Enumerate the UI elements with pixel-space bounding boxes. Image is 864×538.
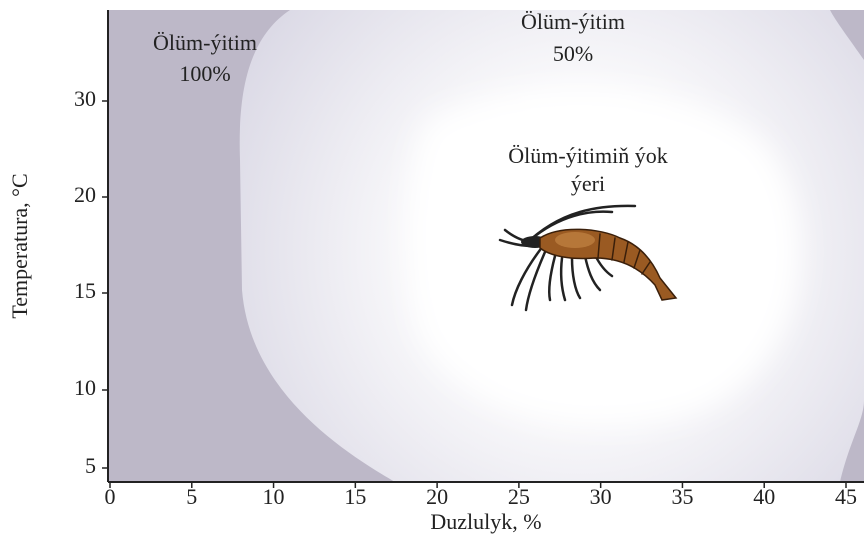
y-tick-label: 15 xyxy=(74,278,96,303)
x-tick-label: 45 xyxy=(835,484,857,509)
x-axis-label: Duzlulyk, % xyxy=(430,509,541,534)
x-tick-label: 15 xyxy=(344,484,366,509)
x-tick-label: 0 xyxy=(105,484,116,509)
region-label: ýeri xyxy=(571,171,605,196)
x-tick-label: 35 xyxy=(671,484,693,509)
region-label: Ölüm-ýitim xyxy=(521,9,625,34)
x-tick-label: 40 xyxy=(753,484,775,509)
x-tick-label: 10 xyxy=(263,484,285,509)
region-label: 100% xyxy=(179,61,230,86)
x-tick-label: 5 xyxy=(186,484,197,509)
chart: Duzlulyk, % Temperatura, °C Ölüm-ýitim 1… xyxy=(0,0,864,538)
x-tick-label: 30 xyxy=(590,484,612,509)
region-label: Ölüm-ýitimiň ýok xyxy=(508,143,668,168)
y-axis-label: Temperatura, °C xyxy=(7,173,32,318)
y-tick-label: 10 xyxy=(74,375,96,400)
y-tick-label: 20 xyxy=(74,182,96,207)
y-tick-label: 30 xyxy=(74,86,96,111)
region-label: Ölüm-ýitim xyxy=(153,30,257,55)
x-tick-label: 20 xyxy=(426,484,448,509)
region-label: 50% xyxy=(553,41,593,66)
x-tick-label: 25 xyxy=(508,484,530,509)
y-tick-label: 5 xyxy=(85,453,96,478)
